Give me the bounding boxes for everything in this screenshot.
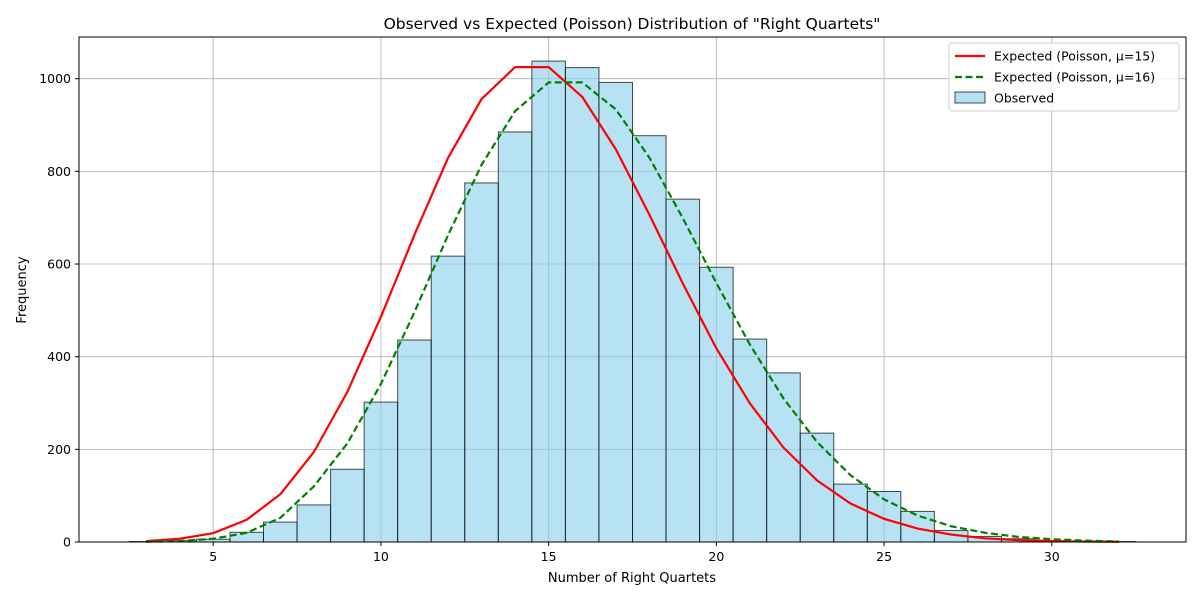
legend-entry-mu15-label: Expected (Poisson, μ=15): [994, 49, 1155, 64]
x-tick-label: 5: [209, 549, 217, 564]
y-tick-label: 400: [47, 349, 71, 364]
legend: Expected (Poisson, μ=15) Expected (Poisso…: [948, 42, 1180, 112]
histogram-bar: [833, 483, 868, 543]
histogram-bar: [263, 521, 298, 543]
histogram-bar: [531, 60, 566, 543]
y-tick-label: 0: [63, 535, 71, 550]
plot-area-frame: [78, 36, 1187, 543]
histogram-bar: [397, 339, 432, 543]
x-tick-label: 30: [1044, 549, 1060, 564]
histogram-bar: [699, 266, 734, 543]
y-axis-label: Frequency: [15, 256, 30, 323]
histogram-bar: [564, 67, 600, 543]
histogram-bar: [632, 135, 667, 543]
legend-entry-observed-swatch: [954, 91, 986, 104]
chart-title: Observed vs Expected (Poisson) Distribut…: [384, 15, 881, 33]
x-tick-label: 20: [708, 549, 724, 564]
expected-lines: [146, 66, 1119, 543]
histogram-bar: [363, 401, 399, 543]
expected-line-1: [146, 66, 1119, 543]
y-tick-label: 200: [47, 442, 71, 457]
histogram-bar: [330, 468, 365, 543]
y-tick-label: 800: [47, 164, 71, 179]
histogram-bar: [430, 255, 466, 543]
legend-entry-mu16-label: Expected (Poisson, μ=16): [994, 70, 1155, 85]
expected-line-2: [146, 81, 1119, 543]
x-tick-label: 10: [373, 549, 389, 564]
x-tick-label: 15: [541, 549, 557, 564]
histogram-bar: [497, 131, 533, 543]
histogram-bar: [464, 182, 499, 543]
histogram-bar: [732, 338, 768, 543]
y-tick-label: 1000: [39, 71, 71, 86]
x-axis-label: Number of Right Quartets: [548, 571, 716, 586]
axis-ticks: 5 10 15 20 25 30 0 200 400 600 800 1000: [39, 71, 1060, 564]
histogram-bars: [128, 60, 1137, 543]
x-tick-label: 25: [876, 549, 892, 564]
y-tick-label: 600: [47, 257, 71, 272]
histogram-bar: [900, 510, 935, 543]
legend-entry-observed-label: Observed: [994, 91, 1054, 106]
legend-box: [948, 42, 1180, 112]
histogram-bar: [296, 504, 332, 543]
histogram-bar: [665, 198, 701, 543]
